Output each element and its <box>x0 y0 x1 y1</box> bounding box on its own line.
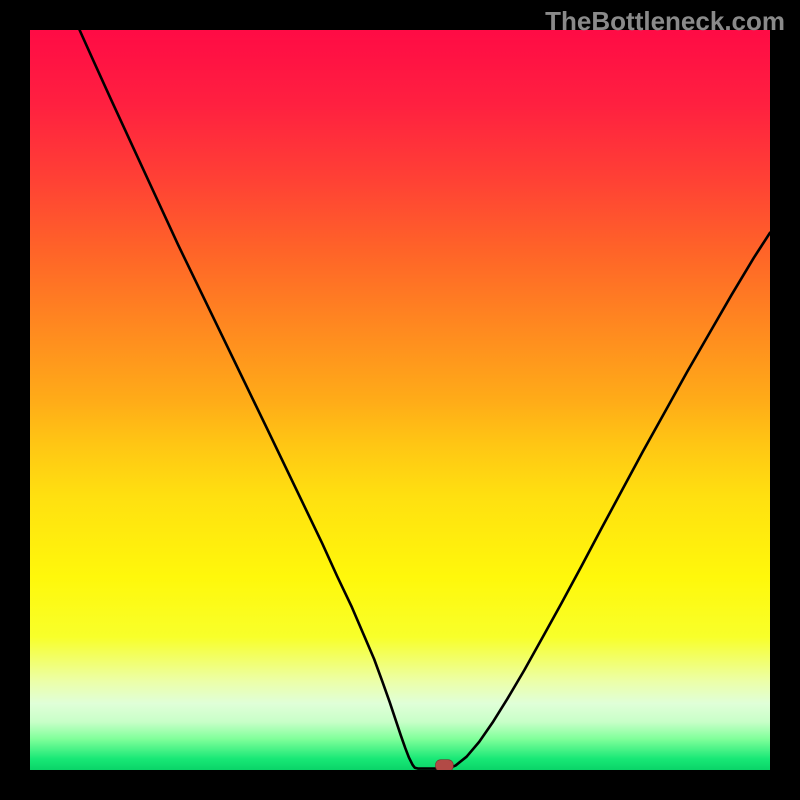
frame-right <box>770 0 800 800</box>
min-marker <box>436 760 454 772</box>
frame-left <box>0 0 30 800</box>
chart-svg <box>0 0 800 800</box>
plot-background <box>30 30 770 770</box>
frame-bottom <box>0 770 800 800</box>
chart-root: TheBottleneck.com <box>0 0 800 800</box>
watermark-text: TheBottleneck.com <box>545 6 785 37</box>
